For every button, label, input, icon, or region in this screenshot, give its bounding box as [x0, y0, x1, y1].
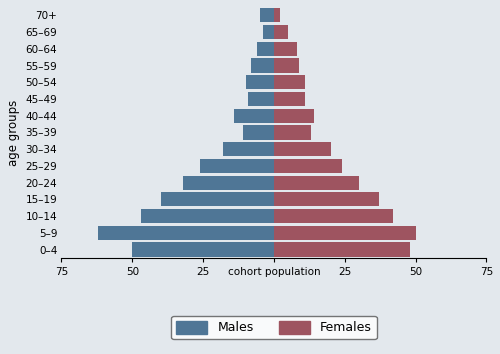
Y-axis label: age groups: age groups [7, 99, 20, 166]
Bar [274, 109, 314, 123]
Bar [132, 242, 274, 257]
Bar [141, 209, 274, 223]
Bar [98, 226, 274, 240]
Bar [234, 109, 274, 123]
Bar [274, 142, 330, 156]
Bar [274, 209, 393, 223]
Bar [184, 176, 274, 190]
Bar [260, 8, 274, 22]
Bar [274, 192, 379, 206]
Bar [223, 142, 274, 156]
Bar [274, 226, 416, 240]
Bar [274, 42, 296, 56]
Bar [274, 159, 342, 173]
Bar [252, 58, 274, 73]
Bar [274, 8, 280, 22]
Bar [248, 92, 274, 106]
Bar [274, 176, 359, 190]
Bar [243, 125, 274, 139]
Bar [274, 75, 305, 89]
Bar [257, 42, 274, 56]
Bar [246, 75, 274, 89]
Bar [274, 25, 288, 39]
Bar [274, 58, 299, 73]
Bar [274, 92, 305, 106]
Bar [160, 192, 274, 206]
Bar [274, 242, 410, 257]
Bar [274, 125, 311, 139]
Legend: Males, Females: Males, Females [171, 316, 376, 339]
Bar [262, 25, 274, 39]
Bar [200, 159, 274, 173]
